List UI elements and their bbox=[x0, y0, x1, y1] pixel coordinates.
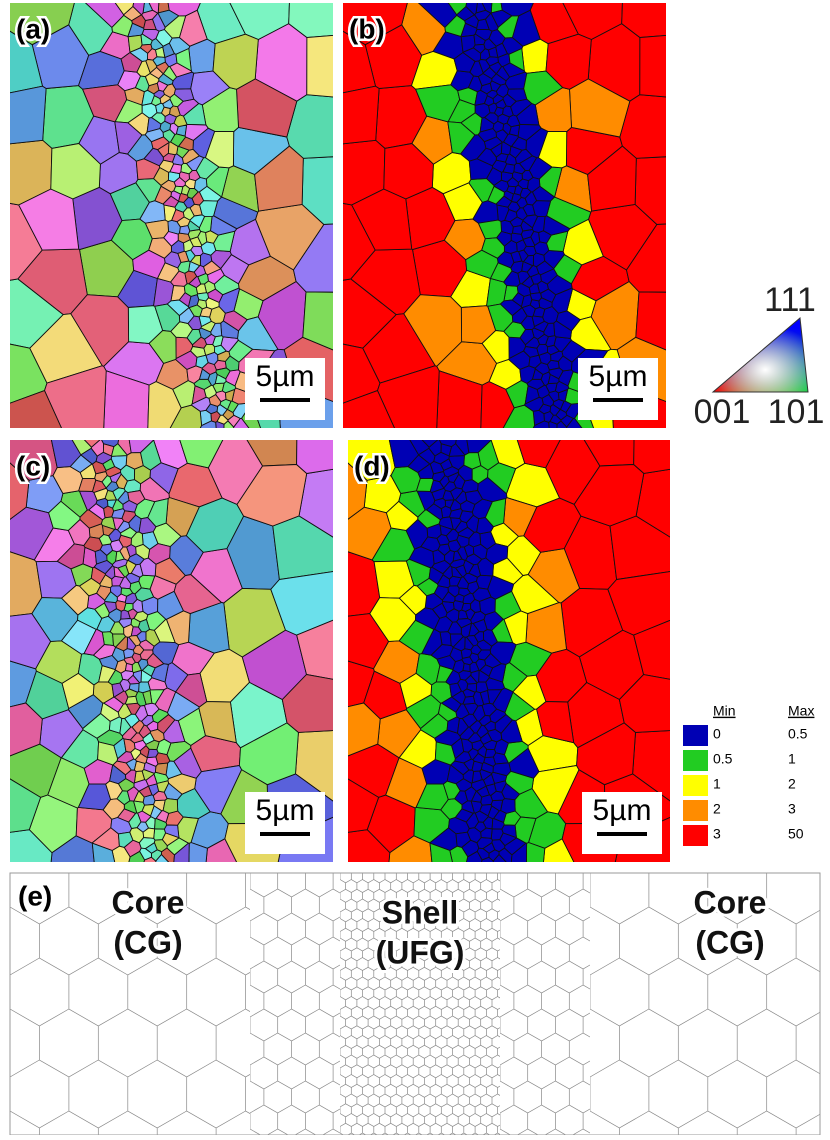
grain bbox=[5, 86, 46, 144]
legend-max: 50 bbox=[788, 826, 804, 842]
scale-bar bbox=[260, 832, 310, 836]
legend-swatch bbox=[683, 725, 708, 746]
legend-min: 3 bbox=[713, 826, 721, 842]
grain bbox=[530, 293, 541, 301]
grain bbox=[338, 86, 379, 144]
legend-min: 0.5 bbox=[713, 751, 733, 767]
scale-bar bbox=[260, 398, 310, 402]
grain bbox=[148, 749, 159, 757]
grain bbox=[197, 293, 208, 301]
ipf-corner: 111 bbox=[764, 281, 816, 319]
scale-bar-label: 5µm bbox=[593, 794, 652, 827]
legend-swatch bbox=[683, 825, 708, 846]
grain bbox=[634, 435, 675, 473]
legend-min: 0 bbox=[713, 726, 721, 742]
legend-swatch bbox=[683, 750, 708, 771]
figure: 111 001 101 Min Max 0 0.5 0.5 1 1 2 2 3 3 50 (a) 5… bbox=[0, 0, 830, 1135]
legend-max: 2 bbox=[788, 776, 796, 792]
legend-max: 3 bbox=[788, 801, 796, 817]
panel-label: (b) bbox=[349, 13, 385, 44]
grain bbox=[163, 799, 178, 814]
panel-label: (d) bbox=[354, 450, 390, 481]
legend-header: Max bbox=[788, 703, 814, 719]
panel-label: (a) bbox=[16, 13, 50, 44]
legend-header: Min bbox=[713, 703, 736, 719]
panel-label: (c) bbox=[16, 450, 50, 481]
scale-bar-label: 5µm bbox=[256, 360, 315, 393]
scale-bar-label: 5µm bbox=[589, 360, 648, 393]
grain bbox=[125, 663, 132, 671]
legend-min: 2 bbox=[713, 801, 721, 817]
ipf-triangle-white bbox=[713, 318, 808, 392]
grain bbox=[501, 799, 516, 814]
grain bbox=[139, 682, 151, 693]
region-name: Shell bbox=[382, 894, 458, 930]
grain bbox=[463, 663, 470, 671]
legend: Min Max 0 0.5 0.5 1 1 2 2 3 3 50 bbox=[683, 703, 814, 846]
legend-max: 1 bbox=[788, 751, 796, 767]
region-name: Core bbox=[112, 884, 185, 920]
grain bbox=[297, 435, 338, 474]
ipf-corner: 101 bbox=[768, 393, 825, 431]
region-subtitle: (CG) bbox=[113, 924, 182, 960]
panel-label: (e) bbox=[18, 880, 52, 911]
scale-bar-label: 5µm bbox=[256, 794, 315, 827]
legend-min: 1 bbox=[713, 776, 721, 792]
grain bbox=[640, 35, 671, 97]
maps bbox=[5, 0, 675, 867]
legend-max: 0.5 bbox=[788, 726, 808, 742]
legend-swatch bbox=[683, 775, 708, 796]
ipf-key: 111 001 101 bbox=[694, 281, 825, 431]
grain bbox=[307, 35, 338, 97]
grain bbox=[180, 226, 190, 235]
grain bbox=[513, 226, 523, 235]
legend-swatch bbox=[683, 800, 708, 821]
grain bbox=[476, 682, 488, 693]
scale-bar bbox=[597, 832, 647, 836]
ipf-corner: 001 bbox=[694, 393, 751, 431]
scale-bar bbox=[593, 398, 643, 402]
region-subtitle: (UFG) bbox=[376, 934, 465, 970]
region-subtitle: (CG) bbox=[695, 924, 764, 960]
region-name: Core bbox=[694, 884, 767, 920]
